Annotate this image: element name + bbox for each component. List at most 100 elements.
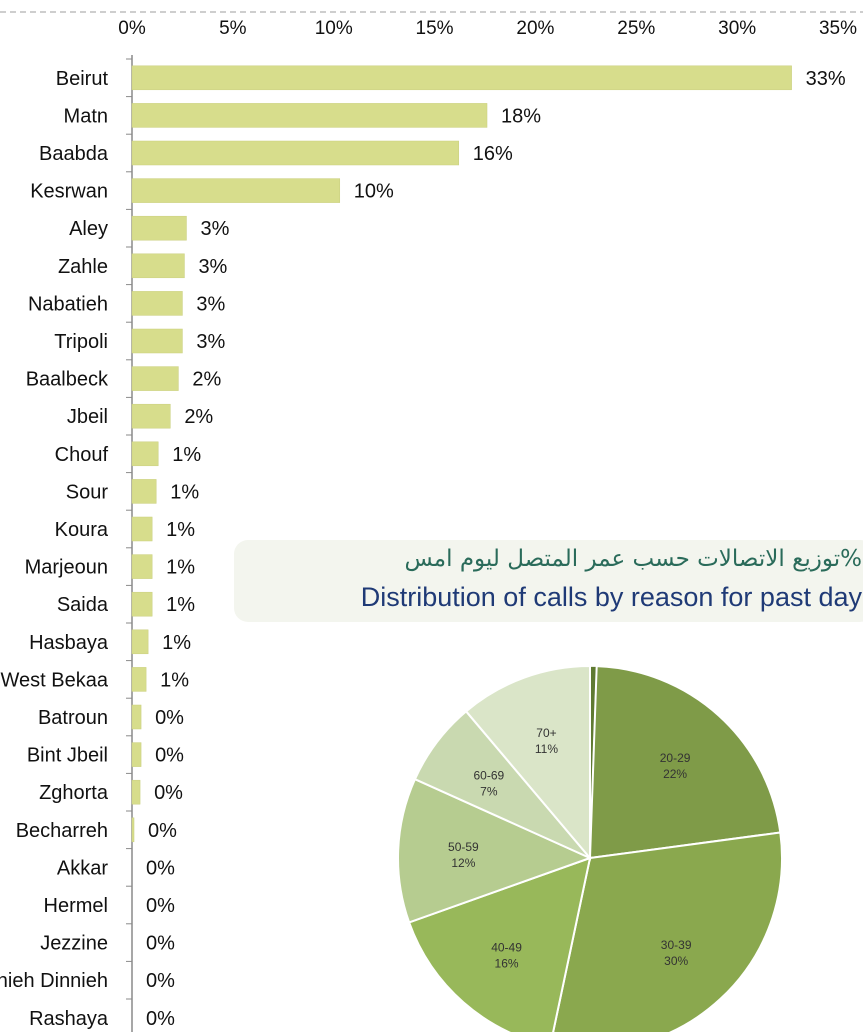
category-label: Baabda (39, 143, 109, 165)
pie-slice-value-label: 22% (663, 767, 687, 781)
category-label: Marjeoun (25, 557, 108, 579)
category-label: Batroun (38, 707, 108, 729)
bar-data-label: 0% (146, 895, 175, 917)
pie-title-arabic: توزيع الاتصالات حسب عمر المتصل ليوم امس% (404, 546, 862, 572)
category-label: Sour (66, 481, 109, 503)
bar (131, 667, 147, 692)
bar-data-label: 10% (354, 181, 394, 203)
x-tick-label: 20% (516, 18, 554, 39)
pie-slice (464, 664, 591, 861)
pie-slice-label: 40-49 (491, 940, 522, 954)
category-label: Aley (69, 218, 108, 240)
pie-slice (552, 831, 783, 1032)
bar-data-label: 33% (806, 68, 846, 90)
bar (131, 554, 153, 579)
bar-data-label: 1% (172, 444, 201, 466)
category-label: Zghorta (39, 782, 109, 804)
pie-slice-label: 60-69 (473, 769, 504, 783)
pie-slice-label: 50-59 (448, 840, 479, 854)
category-label: Becharreh (16, 820, 108, 842)
pie-slice-value-label: 16% (495, 956, 519, 970)
pie-slice (588, 665, 782, 860)
bar-data-label: 18% (501, 105, 541, 127)
bar-data-label: 0% (146, 1008, 175, 1030)
bar-data-label: 1% (162, 632, 191, 654)
category-label: Saida (57, 594, 109, 616)
category-label: Zahle (58, 256, 108, 278)
x-tick-label: 5% (219, 18, 247, 39)
category-label: Akkar (57, 857, 108, 879)
category-label: Rashaya (29, 1008, 109, 1030)
bar (131, 742, 142, 767)
bar-data-label: 1% (160, 669, 189, 691)
pie-slice (397, 777, 593, 924)
pie-title-english: Distribution of calls by reason for past… (360, 582, 862, 612)
x-tick-label: 15% (416, 18, 454, 39)
bar (131, 704, 142, 730)
bar-data-label: 1% (166, 557, 195, 579)
bar (131, 591, 153, 617)
bar (131, 328, 183, 354)
bar (131, 103, 488, 128)
x-tick-label: 35% (819, 18, 857, 39)
bar-data-label: 3% (198, 256, 227, 278)
bar-data-label: 2% (192, 369, 221, 391)
bar-data-label: 0% (146, 970, 175, 992)
bar (131, 779, 141, 805)
x-tick-label: 0% (118, 18, 146, 39)
pie-slice-label: 20-29 (660, 751, 691, 765)
pie-slice (407, 856, 592, 1032)
pie-slice-label: 30-39 (661, 938, 692, 952)
category-label: Nabatieh (28, 293, 108, 315)
category-label: Jezzine (40, 933, 108, 955)
category-label: Tripoli (54, 331, 108, 353)
bar-data-label: 3% (200, 218, 229, 240)
pie-title-box: توزيع الاتصالات حسب عمر المتصل ليوم امس%… (234, 540, 863, 622)
bar-data-label: 0% (154, 782, 183, 804)
bar (131, 291, 183, 316)
bar-data-label: 16% (473, 143, 513, 165)
bar (131, 441, 159, 467)
x-tick-label: 10% (315, 18, 353, 39)
bar (131, 629, 149, 655)
bar (131, 140, 460, 166)
category-label: Bint Jbeil (27, 745, 108, 767)
bar-data-label: 1% (166, 594, 195, 616)
bar-data-label: 0% (155, 745, 184, 767)
category-label: Jbeil (67, 406, 108, 428)
category-label: Matn (64, 105, 108, 127)
category-label: Kesrwan (30, 181, 108, 203)
category-label: Hermel (44, 895, 108, 917)
bar-data-label: 3% (196, 293, 225, 315)
bar (131, 403, 171, 429)
category-label: Beirut (56, 68, 109, 90)
category-label: Chouf (55, 444, 109, 466)
category-label: West Bekaa (1, 669, 109, 691)
bar (131, 253, 185, 279)
bar-data-label: 1% (170, 481, 199, 503)
x-tick-label: 25% (617, 18, 655, 39)
bar (131, 65, 792, 91)
pie-slice-value-label: 11% (535, 742, 558, 756)
bar-data-label: 2% (184, 406, 213, 428)
bar (131, 366, 179, 391)
bar-data-label: 0% (155, 707, 184, 729)
pie-slice-label: 70+ (536, 726, 556, 740)
category-label: Koura (55, 519, 109, 541)
bar (131, 817, 135, 843)
bar (131, 479, 157, 504)
bar-data-label: 3% (196, 331, 225, 353)
category-label: Minieh Dinnieh (0, 970, 108, 992)
bar-data-label: 0% (146, 857, 175, 879)
pie-slice-value-label: 7% (480, 785, 498, 799)
x-tick-label: 30% (718, 18, 756, 39)
pie-slice-value-label: 12% (451, 856, 475, 870)
category-label: Hasbaya (29, 632, 109, 654)
bar-data-label: 0% (148, 820, 177, 842)
bar (131, 215, 187, 241)
pie-slice-value-label: 30% (664, 954, 688, 968)
bar-data-label: 1% (166, 519, 195, 541)
bar-data-label: 0% (146, 933, 175, 955)
category-label: Baalbeck (26, 369, 109, 391)
